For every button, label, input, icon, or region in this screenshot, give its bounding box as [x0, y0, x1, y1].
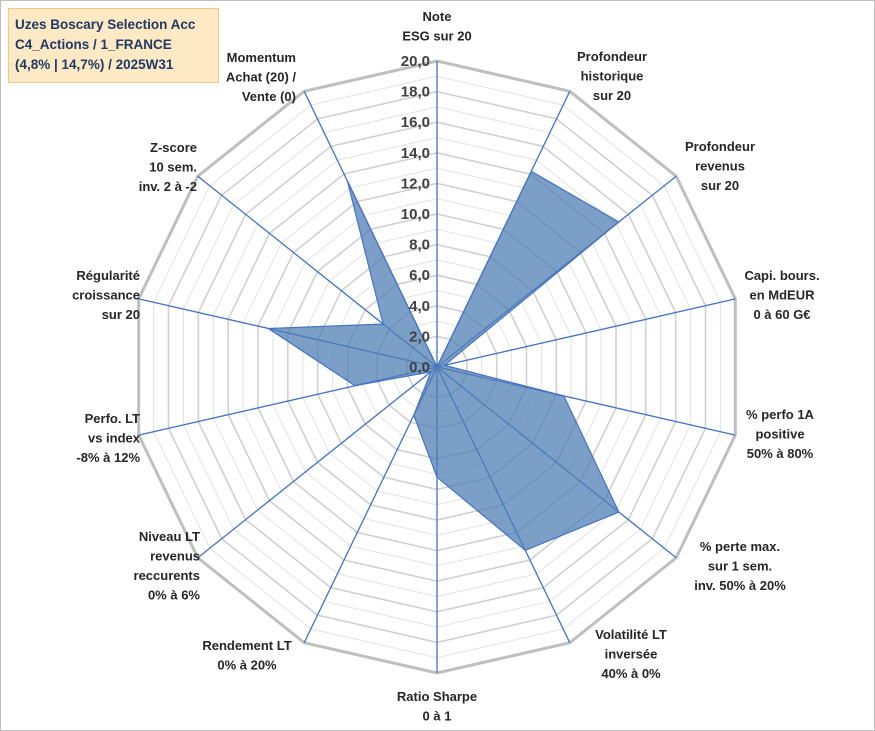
tick-label: 8,0	[409, 237, 430, 254]
radar-axis-labels: Note ESG sur 20 Profondeur historique sur 20…	[72, 9, 820, 724]
axis-label: Capi. bours. en MdEUR 0 à 60 G€	[744, 268, 819, 322]
tick-label: 20,0	[401, 53, 430, 70]
series-area	[266, 170, 620, 551]
axis-label: Profondeur historique sur 20	[577, 49, 647, 103]
tick-label: 6,0	[409, 267, 430, 284]
tick-label: 18,0	[401, 84, 430, 101]
axis-label: Note ESG sur 20	[402, 9, 471, 44]
chart-title-line-3: (4,8% | 14,7%) / 2025W31	[15, 57, 174, 72]
tick-label: 16,0	[401, 114, 430, 131]
spoke-line	[197, 366, 438, 559]
axis-label: Momentum Achat (20) / Vente (0)	[226, 50, 296, 104]
tick-label: 10,0	[401, 206, 430, 223]
chart-title-box: Uzes Boscary Selection Acc C4_Actions / …	[8, 8, 219, 83]
tick-label: 0,0	[409, 359, 430, 376]
tick-label: 14,0	[401, 145, 430, 162]
axis-label: Ratio Sharpe 0 à 1	[397, 689, 477, 724]
axis-label: Profondeur revenus sur 20	[685, 139, 755, 193]
radar-series	[266, 170, 620, 551]
axis-label: Perfo. LT vs index -8% à 12%	[76, 411, 140, 465]
axis-label: % perte max. sur 1 sem. inv. 50% à 20%	[694, 539, 786, 593]
axis-label: Régularité croissance sur 20	[72, 268, 140, 322]
radar-tick-labels: 0,0 2,0 4,0 6,0 8,0 10,0 12,0 14,0 16,0 18,0 20,0	[401, 53, 430, 376]
axis-label: Volatilité LT inversée 40% à 0%	[595, 627, 667, 681]
axis-label: Z-score 10 sem. inv. 2 à -2	[139, 140, 197, 194]
tick-label: 12,0	[401, 175, 430, 192]
tick-label: 2,0	[409, 328, 430, 345]
tick-label: 4,0	[409, 298, 430, 315]
axis-label: Niveau LT revenus reccurents 0% à 6%	[134, 529, 201, 603]
chart-title-line-1: Uzes Boscary Selection Acc	[15, 17, 196, 32]
axis-label: % perfo 1A positive 50% à 80%	[746, 407, 815, 461]
chart-title-line-2: C4_Actions / 1_FRANCE	[15, 37, 172, 52]
spoke-line	[436, 298, 736, 368]
axis-label: Rendement LT 0% à 20%	[202, 638, 291, 673]
